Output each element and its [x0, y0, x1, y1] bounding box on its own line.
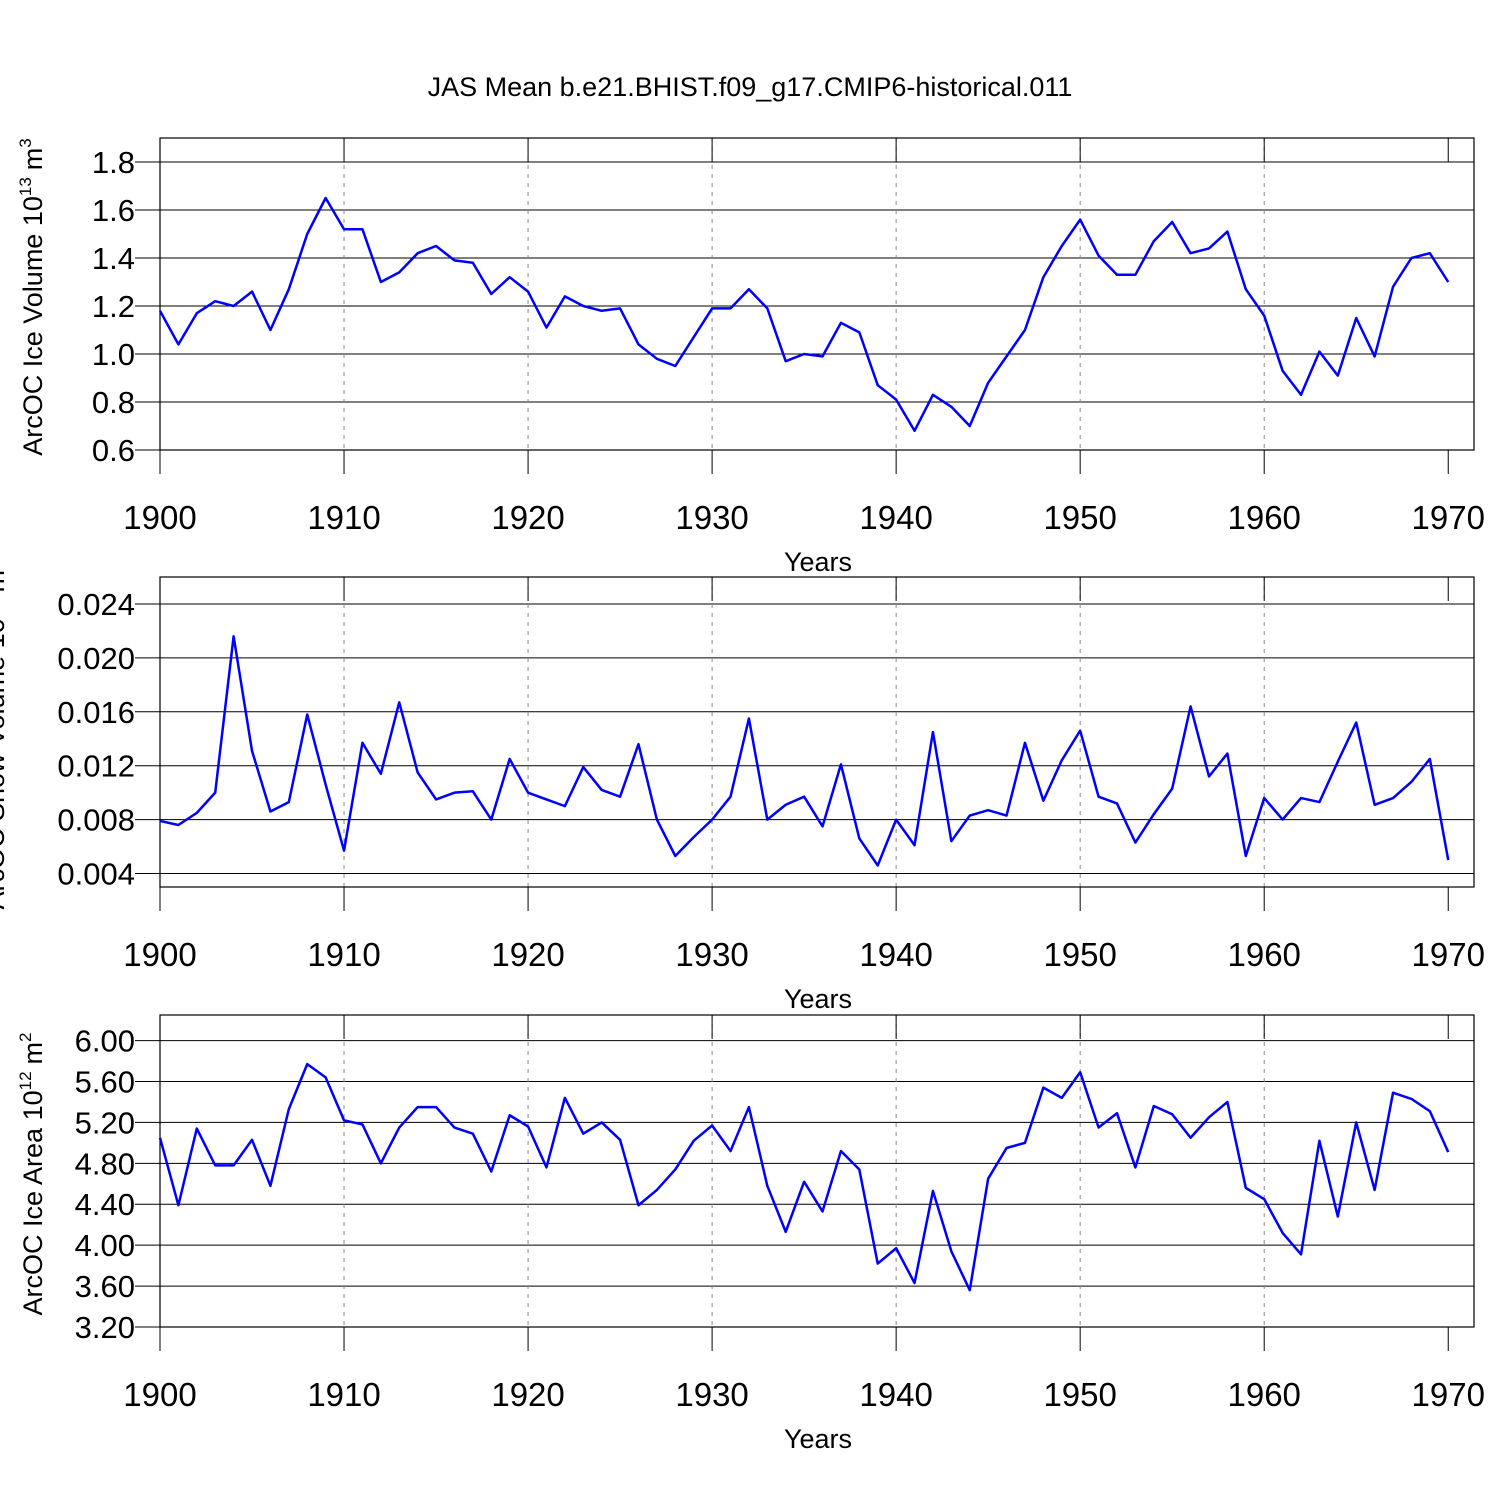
x-tick-label: 1970 [1412, 936, 1485, 973]
y-axis-label-text: ArcOC Ice Volume 10 [18, 196, 48, 456]
x-tick-label: 1930 [675, 499, 748, 536]
y-axis-label-unit: m [0, 570, 10, 593]
x-axis-label: Years [784, 1424, 852, 1454]
plot-frame [159, 1014, 1475, 1328]
y-tick-label: 3.60 [75, 1269, 135, 1304]
y-tick-label: 6.00 [75, 1024, 135, 1059]
x-tick-label: 1950 [1043, 936, 1116, 973]
x-tick-label: 1940 [859, 1376, 932, 1413]
y-axis-label-text: ArcOC Snow Volume 10 [0, 618, 10, 909]
y-tick-label: 0.020 [57, 641, 135, 676]
x-tick-label: 1900 [123, 1376, 196, 1413]
x-tick-label: 1900 [123, 936, 196, 973]
y-axis-label-power: 13 [16, 177, 35, 196]
figure-title: JAS Mean b.e21.BHIST.f09_g17.CMIP6-histo… [428, 72, 1073, 102]
y-axis-label-unit: m [18, 1042, 48, 1065]
plot-frame [159, 137, 1475, 451]
y-axis-label: ArcOC Snow Volume 1013m3 [0, 560, 10, 909]
y-tick-label: 0.024 [57, 587, 135, 622]
x-tick-label: 1970 [1412, 1376, 1485, 1413]
y-tick-label: 0.012 [57, 749, 135, 784]
x-axis-label: Years [784, 547, 852, 577]
x-tick-label: 1930 [675, 936, 748, 973]
x-tick-label: 1950 [1043, 1376, 1116, 1413]
x-tick-label: 1910 [307, 1376, 380, 1413]
x-tick-label: 1960 [1227, 936, 1300, 973]
x-tick-label: 1940 [859, 936, 932, 973]
x-tick-label: 1940 [859, 499, 932, 536]
y-tick-label: 5.60 [75, 1064, 135, 1099]
x-tick-label: 1910 [307, 936, 380, 973]
y-axis-label-text: ArcOC Ice Area 10 [18, 1090, 48, 1315]
y-tick-label: 0.004 [57, 857, 135, 892]
y-tick-label: 4.40 [75, 1187, 135, 1222]
x-tick-label: 1920 [491, 936, 564, 973]
y-tick-label: 0.008 [57, 803, 135, 838]
y-axis-label-unit-power: 3 [16, 138, 35, 147]
y-axis-label-unit: m [18, 148, 48, 171]
x-tick-label: 1960 [1227, 499, 1300, 536]
x-axis-label: Years [784, 984, 852, 1014]
y-tick-label: 1.6 [92, 193, 135, 228]
y-axis-label-unit-power: 2 [16, 1033, 35, 1042]
x-tick-label: 1970 [1412, 499, 1485, 536]
y-tick-label: 0.016 [57, 695, 135, 730]
y-tick-label: 5.20 [75, 1105, 135, 1140]
y-tick-label: 1.2 [92, 289, 135, 324]
y-tick-label: 4.00 [75, 1228, 135, 1263]
y-tick-label: 1.8 [92, 145, 135, 180]
data-line [159, 635, 1450, 867]
x-tick-label: 1930 [675, 1376, 748, 1413]
x-tick-label: 1900 [123, 499, 196, 536]
y-tick-label: 1.4 [92, 241, 135, 276]
y-tick-label: 0.6 [92, 433, 135, 468]
x-tick-label: 1960 [1227, 1376, 1300, 1413]
x-tick-label: 1920 [491, 499, 564, 536]
y-tick-label: 0.8 [92, 385, 135, 420]
y-tick-label: 4.80 [75, 1146, 135, 1181]
y-tick-label: 1.0 [92, 337, 135, 372]
y-tick-label: 3.20 [75, 1310, 135, 1345]
x-tick-label: 1910 [307, 499, 380, 536]
y-axis-label: ArcOC Ice Volume 1013 m3 [16, 138, 48, 456]
y-axis-label: ArcOC Ice Area 1012 m2 [16, 1033, 48, 1316]
data-line [158, 196, 1450, 433]
x-tick-label: 1950 [1043, 499, 1116, 536]
y-axis-label-power: 12 [16, 1071, 35, 1090]
x-tick-label: 1920 [491, 1376, 564, 1413]
data-line [158, 1062, 1450, 1292]
plot-frame [159, 576, 1475, 888]
